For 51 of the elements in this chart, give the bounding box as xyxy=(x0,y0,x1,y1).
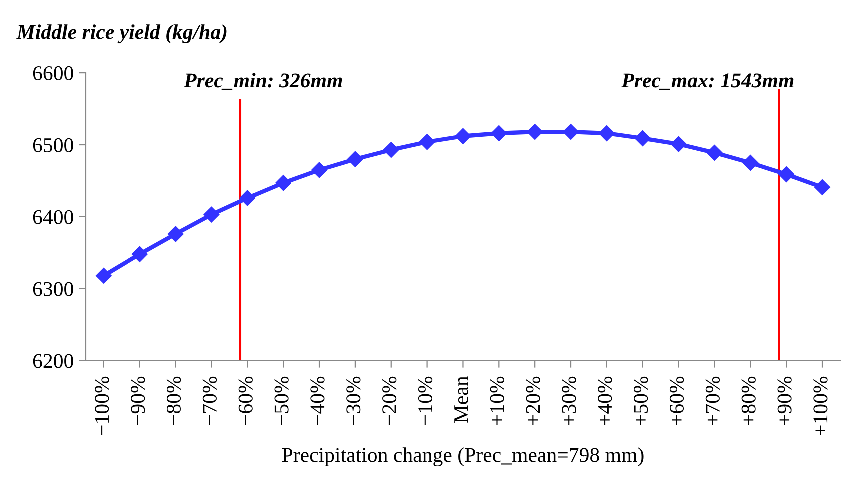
point xyxy=(311,162,328,178)
point xyxy=(706,144,723,162)
x-tick-label: −70% xyxy=(202,376,218,426)
x-tick-label: −50% xyxy=(274,376,289,426)
point xyxy=(239,190,256,206)
point xyxy=(814,179,831,196)
x-tick-label: −80% xyxy=(166,376,182,426)
point xyxy=(383,142,400,158)
point xyxy=(419,134,436,150)
x-tick-label: −40% xyxy=(310,376,325,426)
point xyxy=(455,128,472,145)
x-tick-label: +90% xyxy=(778,376,792,426)
annotation: Prec_min: 326mm xyxy=(184,73,342,90)
point xyxy=(526,124,544,140)
x-tick-label: +10% xyxy=(490,376,504,426)
point xyxy=(275,174,292,192)
point xyxy=(778,166,795,183)
x-tick-label: +20% xyxy=(526,376,540,426)
x-tick-label: +50% xyxy=(634,376,648,426)
x-tick-label: −100% xyxy=(95,376,110,436)
point xyxy=(742,154,759,172)
x-tick-label: +80% xyxy=(742,376,756,426)
x-tick-label: +70% xyxy=(706,376,720,426)
y-tick-label: 6200 xyxy=(33,354,74,368)
point xyxy=(132,246,148,263)
x-tick-label: +60% xyxy=(670,376,684,426)
point xyxy=(490,125,508,142)
annotation: Prec_max: 1543mm xyxy=(622,74,794,90)
point xyxy=(562,124,580,140)
x-tick-label: +40% xyxy=(598,376,612,426)
y-tick-label: 6300 xyxy=(33,282,74,296)
x-tick-label: −90% xyxy=(131,376,146,426)
x-tick-label: −20% xyxy=(382,376,397,426)
x-tick-label: −30% xyxy=(346,376,361,426)
x-tick-label: −60% xyxy=(238,376,253,426)
point xyxy=(634,130,652,147)
x-axis-title: Precipitation change (Prec_mean=798 mm) xyxy=(282,448,644,467)
y-tick-label: 6400 xyxy=(33,210,74,224)
x-tick-label: +100% xyxy=(814,376,828,436)
x-tick-label: −10% xyxy=(418,376,433,426)
point xyxy=(670,136,688,152)
x-tick-label: Mean xyxy=(454,376,468,423)
point xyxy=(96,268,112,284)
point xyxy=(168,226,184,242)
point xyxy=(347,151,364,168)
y-axis-title: Middle rice yield (kg/ha) xyxy=(16,24,227,44)
x-tick-label: +30% xyxy=(562,376,576,426)
y-tick-label: 6500 xyxy=(33,138,74,152)
point xyxy=(204,206,220,224)
y-tick-label: 6600 xyxy=(33,66,74,80)
point xyxy=(598,125,616,142)
